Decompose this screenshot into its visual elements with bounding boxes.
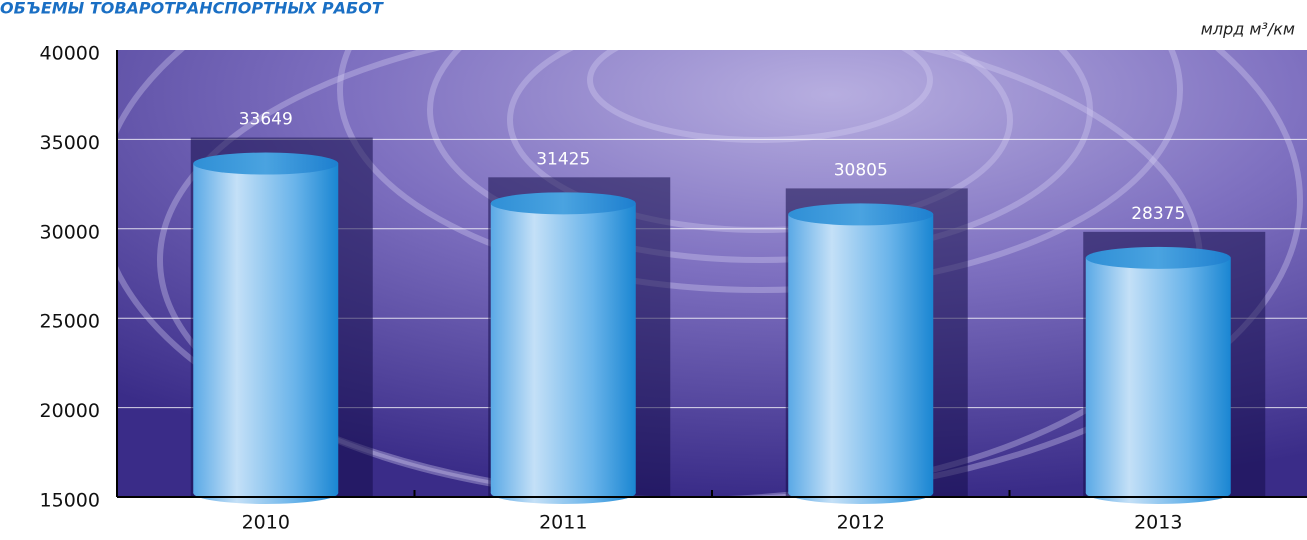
unit-label: млрд м³/км [1201,20,1295,39]
bar [1085,246,1231,504]
y-tick-label: 40000 [40,43,100,65]
x-tick-label: 2013 [1134,512,1182,534]
bar-top [1085,246,1231,269]
y-tick-label: 35000 [40,132,100,154]
value-label: 31425 [536,149,590,169]
y-tick-label: 30000 [40,221,100,243]
bar [490,192,636,504]
x-tick-label: 2012 [837,512,885,534]
chart-title: ОБЪЕМЫ ТОВАРОТРАНСПОРТНЫХ РАБОТ [0,0,384,18]
bar-top [490,192,636,215]
bar-top [193,152,339,175]
bar-body [193,163,339,493]
bar [193,152,339,504]
x-tick-label: 2010 [242,512,290,534]
y-tick-label: 25000 [40,311,100,333]
y-tick-label: 15000 [40,490,100,512]
bar-body [788,214,934,493]
value-label: 30805 [834,160,888,180]
bar-top [788,203,934,226]
y-tick-label: 20000 [40,400,100,422]
bar [788,203,934,504]
bar-body [490,203,636,494]
x-tick-label: 2011 [539,512,587,534]
value-label: 33649 [239,110,293,130]
bar-body [1085,257,1231,493]
value-label: 28375 [1131,204,1185,224]
